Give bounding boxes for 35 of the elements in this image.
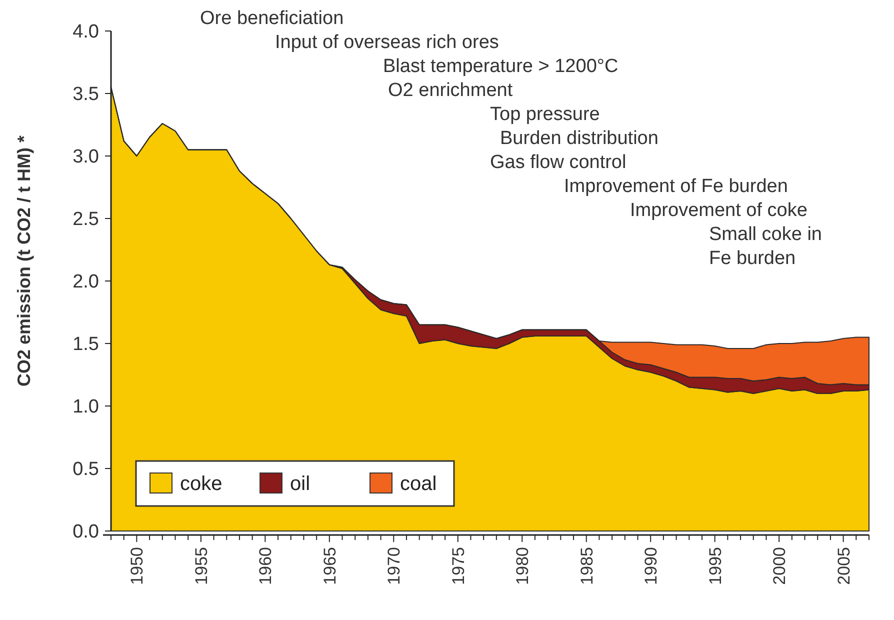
x-tick-label: 2005 (834, 547, 854, 585)
annotation: Improvement of coke (630, 200, 808, 221)
y-tick-label: 0.0 (72, 522, 99, 543)
y-tick-label: 4.0 (72, 22, 99, 43)
x-tick-label: 1980 (513, 547, 532, 585)
series-label: coke (180, 473, 222, 495)
legend-label: oil (290, 473, 310, 495)
series-label: coal (400, 473, 437, 495)
annotation: Top pressure (490, 104, 600, 125)
y-tick-label: 3.5 (72, 84, 99, 106)
x-tick-label: 1960 (256, 547, 276, 585)
x-tick-label: 1970 (384, 547, 404, 585)
y-tick-label: 2.5 (72, 209, 99, 230)
y-tick-label: 2.0 (72, 272, 99, 293)
y-tick-label: 0.5 (72, 459, 99, 480)
y-tick-label: 3.0 (72, 146, 99, 168)
x-tick-label: 1975 (448, 547, 468, 585)
annotation: Burden distribution (500, 128, 658, 149)
annotation: Gas flow control (490, 152, 626, 173)
annotation: Improvement of Fe burden (564, 176, 788, 197)
y-tick-label: 1.0 (72, 396, 99, 418)
x-tick-label: 1995 (706, 547, 725, 585)
x-tick-label: 2000 (770, 547, 790, 585)
y-axis-title: CO2 emission (t CO2 / t HM) * (14, 135, 34, 387)
x-tick-label: 1950 (128, 547, 147, 585)
text: Ore beneficiation (200, 8, 344, 29)
x-tick-label: 1985 (577, 547, 596, 585)
annotation: Small coke in Fe burden (709, 224, 822, 269)
annotation: Blast temperature > 1200°C (383, 56, 618, 77)
y-tick-label: 1.5 (72, 334, 99, 356)
x-tick-label: 1955 (192, 547, 211, 585)
annotation: Input of overseas rich ores (275, 32, 499, 53)
x-tick-label: 1965 (320, 547, 340, 585)
annotation: O2 enrichment (388, 80, 514, 101)
x-tick-label: 1990 (642, 547, 661, 585)
